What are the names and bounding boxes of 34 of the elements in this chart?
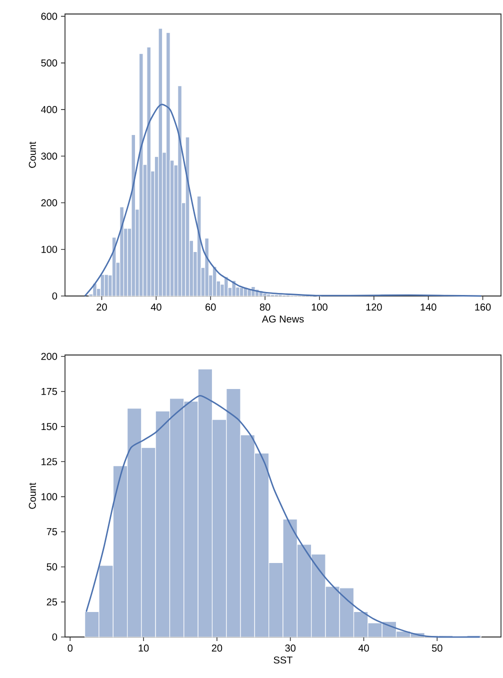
y-tick-label: 500 — [41, 59, 58, 66]
y-tick-label: 150 — [42, 423, 58, 430]
y-axis-title: Count — [28, 142, 36, 168]
x-tick-label: 160 — [475, 304, 491, 311]
y-tick-label: 100 — [42, 246, 58, 253]
y-axis-title: Count — [28, 482, 36, 509]
y-tick-label: 400 — [41, 106, 58, 114]
x-axis-title: AG News — [262, 315, 304, 323]
y-tick-label: 75 — [46, 528, 58, 536]
x-tick-label: 50 — [432, 644, 442, 652]
x-tick-label: 20 — [96, 304, 107, 311]
y-tick-label: 50 — [46, 563, 58, 570]
x-tick-label: 0 — [68, 644, 73, 652]
x-tick-label: 40 — [150, 304, 162, 311]
y-tick-label: 0 — [52, 292, 58, 300]
x-axis-title: SST — [274, 656, 292, 664]
x-tick-label: 10 — [138, 644, 149, 652]
y-tick-label: 125 — [42, 458, 58, 466]
y-tick-label: 200 — [41, 199, 58, 206]
x-tick-label: 140 — [420, 304, 436, 311]
x-tick-label: 100 — [312, 304, 328, 311]
x-tick-label: 120 — [366, 304, 382, 311]
x-tick-label: 30 — [285, 644, 296, 652]
y-tick-label: 300 — [41, 152, 58, 160]
y-tick-label: 0 — [52, 633, 58, 641]
x-tick-label: 40 — [358, 644, 369, 652]
y-tick-label: 200 — [41, 352, 58, 360]
y-tick-label: 600 — [41, 12, 58, 20]
x-tick-label: 80 — [260, 304, 270, 311]
y-tick-label: 100 — [42, 493, 58, 500]
x-tick-label: 20 — [212, 644, 222, 652]
x-tick-label: 60 — [206, 304, 216, 311]
y-tick-label: 25 — [46, 598, 58, 606]
y-tick-label: 175 — [42, 388, 58, 395]
